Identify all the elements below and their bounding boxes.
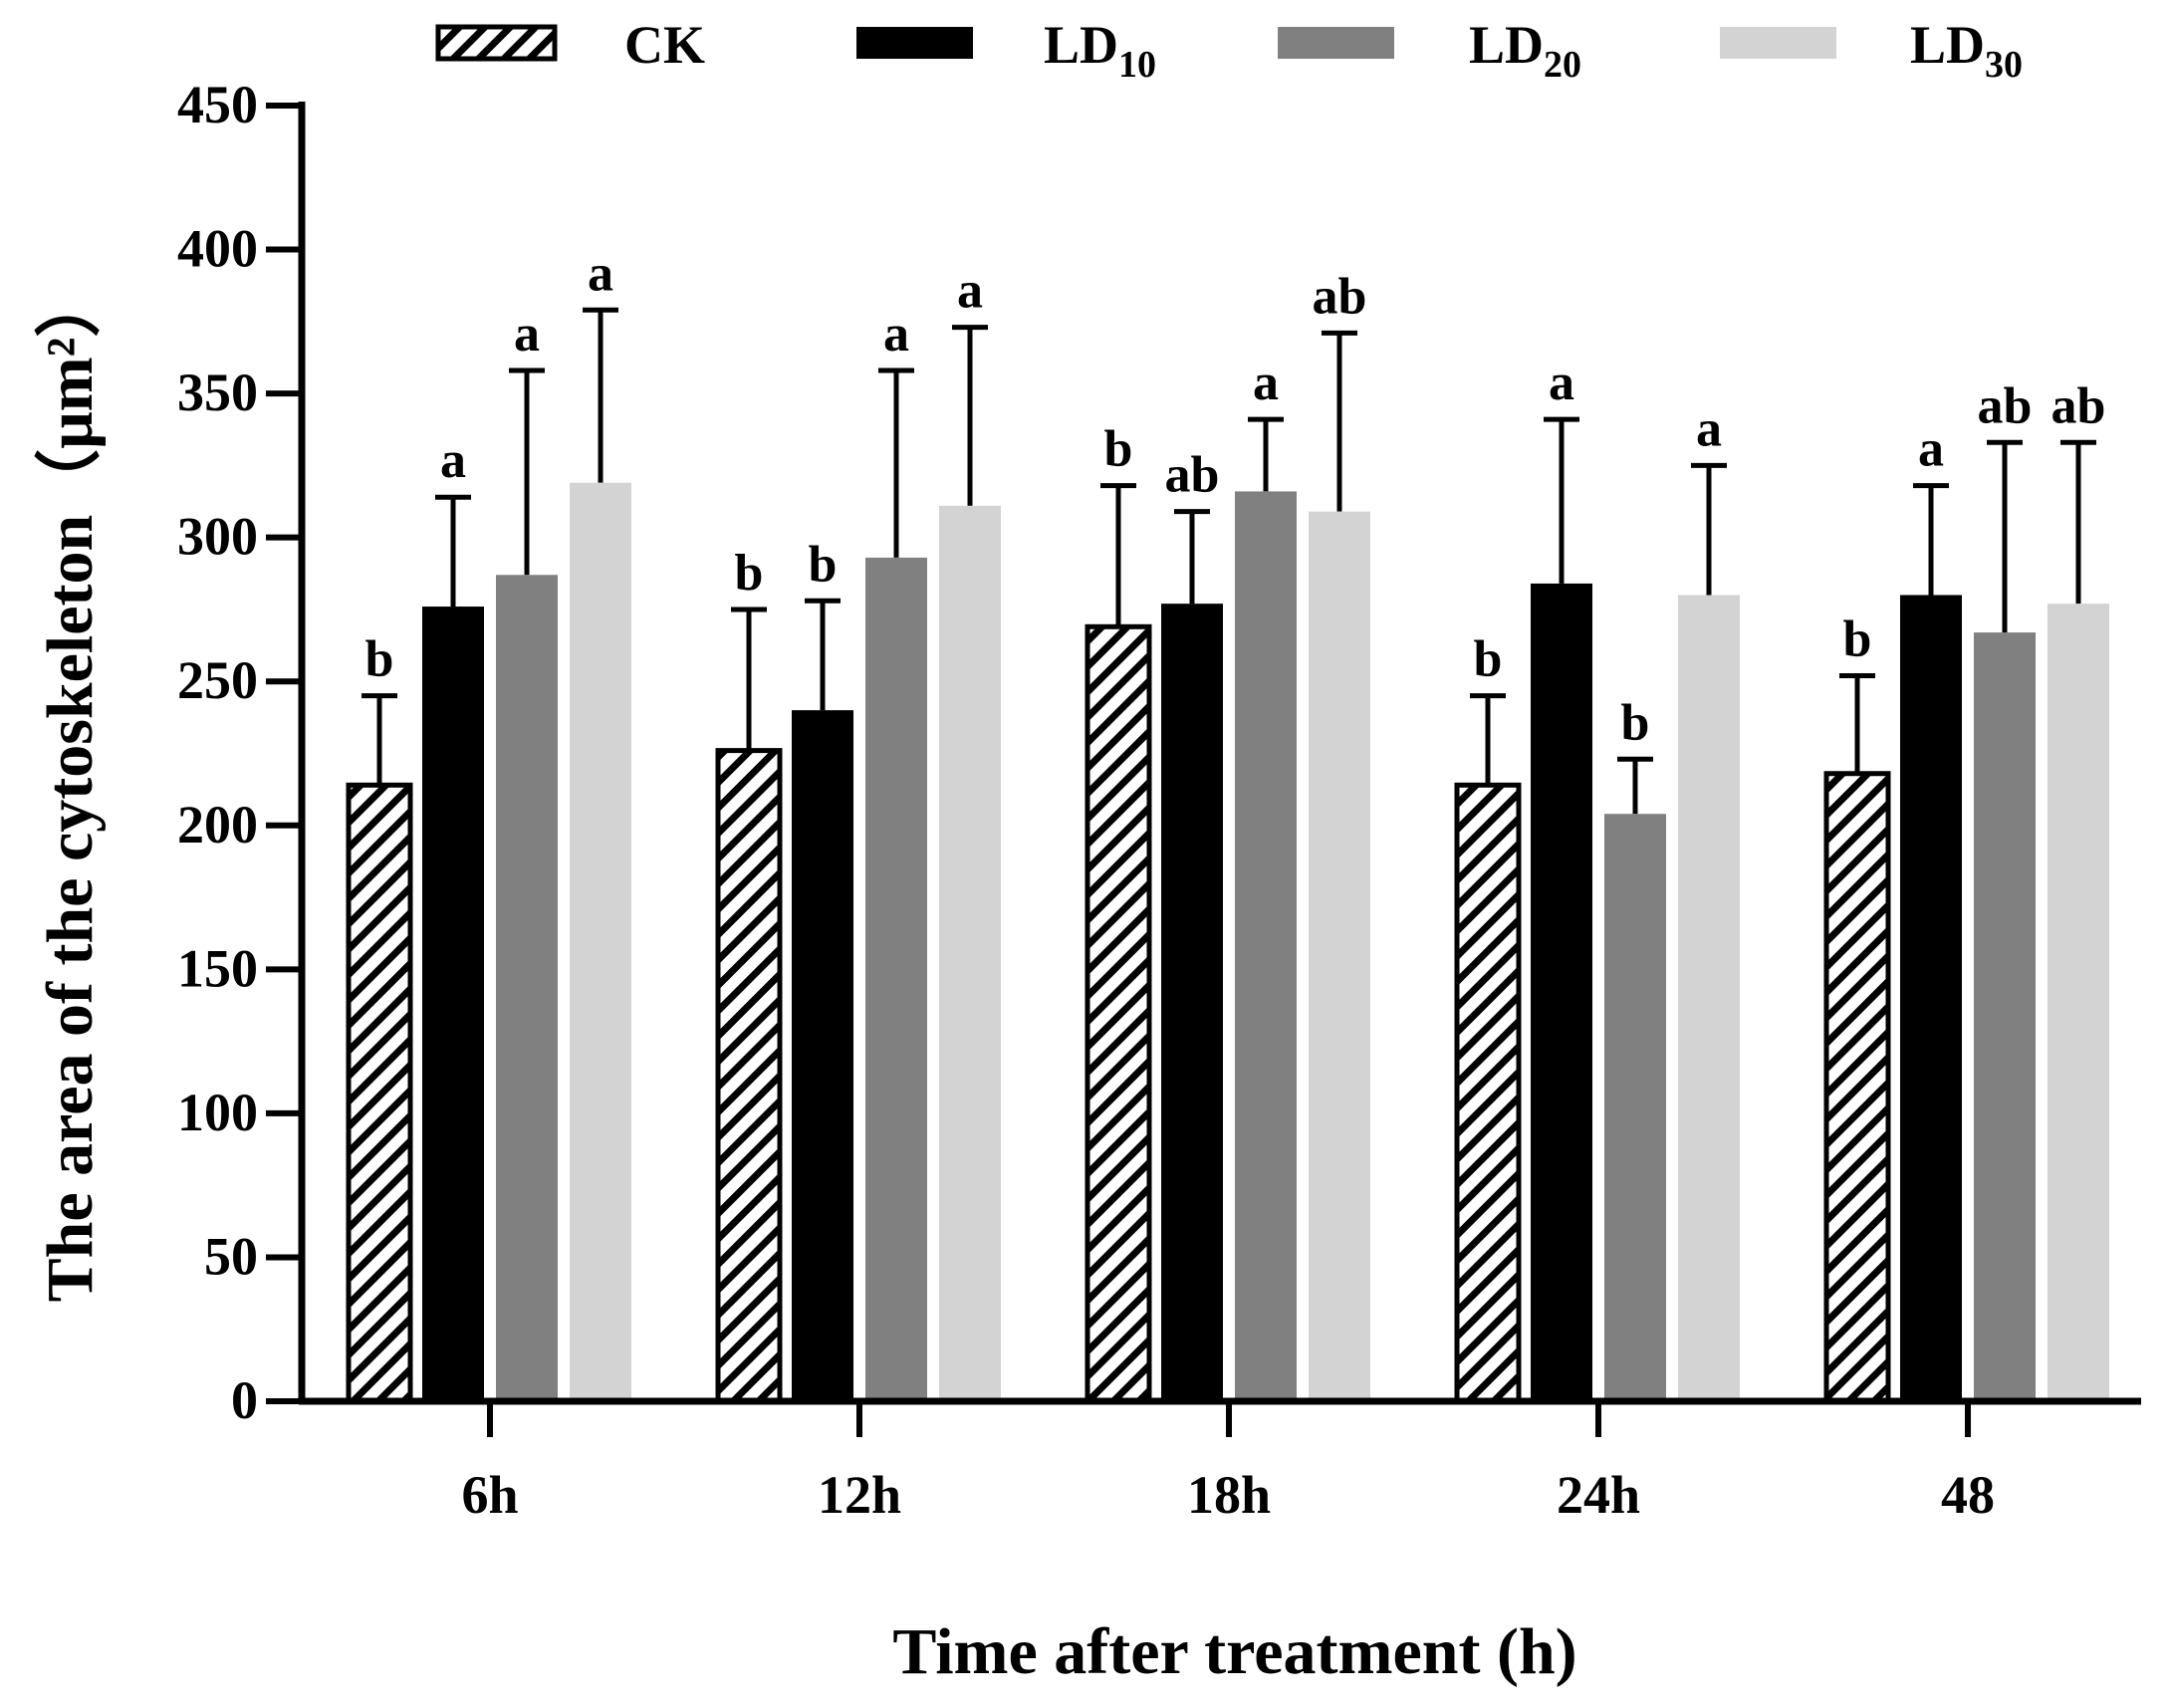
bar-ld10-2 xyxy=(1161,604,1223,1401)
x-axis-title: Time after treatment (h) xyxy=(892,1615,1576,1688)
bar-ck-0 xyxy=(346,782,413,1404)
legend-swatch-ck xyxy=(435,24,558,62)
y-tick-label-0: 0 xyxy=(231,1370,258,1430)
significance-letter-ck-2: b xyxy=(1104,421,1133,478)
bar-ld20-1 xyxy=(865,557,927,1401)
y-axis-title: The area of the cytoskeleton（μm²） xyxy=(33,272,107,1303)
y-tick-label-400: 400 xyxy=(177,219,258,279)
significance-letter-ld20-3: b xyxy=(1621,694,1650,751)
significance-letter-ld30-4: ab xyxy=(2051,377,2106,434)
legend-label-ck: CK xyxy=(624,15,705,75)
bar-ld30-1 xyxy=(939,505,1001,1401)
bar-ld30-4 xyxy=(2048,604,2109,1401)
significance-letter-ck-0: b xyxy=(365,631,394,688)
significance-letter-ld30-2: ab xyxy=(1313,268,1367,325)
bar-ld10-3 xyxy=(1531,583,1592,1401)
legend: CK LD10 LD20 LD30 xyxy=(435,15,2023,86)
x-tick-label-1: 12h xyxy=(818,1465,901,1525)
y-tick-label-350: 350 xyxy=(177,363,258,422)
significance-letter-ck-1: b xyxy=(735,545,764,602)
y-tick-label-450: 450 xyxy=(177,75,258,134)
bar-ld10-0 xyxy=(422,607,484,1401)
legend-swatch-ld30 xyxy=(1720,27,1836,59)
legend-label-ld10: LD10 xyxy=(1044,15,1156,86)
legend-swatch-ld20 xyxy=(1278,27,1394,59)
significance-letter-ld30-1: a xyxy=(957,263,983,320)
significance-letter-ld20-2: a xyxy=(1253,355,1279,411)
significance-letter-ck-4: b xyxy=(1843,610,1872,667)
significance-letter-ld30-3: a xyxy=(1696,400,1722,457)
bar-ld20-0 xyxy=(496,575,558,1401)
bar-ld20-3 xyxy=(1604,814,1666,1401)
y-tick-label-300: 300 xyxy=(177,507,258,567)
y-tick-label-150: 150 xyxy=(177,938,258,998)
y-tick-label-200: 200 xyxy=(177,795,258,854)
bar-ld10-1 xyxy=(792,710,853,1401)
significance-letter-ld10-4: a xyxy=(1918,421,1944,478)
bar-ld10-4 xyxy=(1900,595,1962,1401)
bar-ck-2 xyxy=(1085,623,1152,1404)
x-tick-label-0: 6h xyxy=(461,1465,518,1525)
y-tick-label-100: 100 xyxy=(177,1083,258,1142)
legend-label-ld20: LD20 xyxy=(1469,15,1581,86)
significance-letter-ld10-0: a xyxy=(440,432,466,489)
x-tick-label-3: 24h xyxy=(1557,1465,1640,1525)
bar-ld20-2 xyxy=(1235,491,1297,1401)
bar-ck-1 xyxy=(715,748,783,1404)
bar-ck-4 xyxy=(1823,771,1891,1404)
bar-ld30-0 xyxy=(570,482,631,1401)
significance-letter-ld20-4: ab xyxy=(1978,377,2033,434)
y-tick-label-50: 50 xyxy=(204,1226,258,1286)
bar-ld30-3 xyxy=(1678,595,1740,1401)
significance-letter-ld10-2: ab xyxy=(1165,447,1220,504)
bar-ld20-4 xyxy=(1974,632,2036,1401)
legend-swatch-ld10 xyxy=(856,27,973,59)
y-tick-label-250: 250 xyxy=(177,650,258,710)
legend-label-ld30: LD30 xyxy=(1910,15,2023,86)
significance-letter-ld10-3: a xyxy=(1549,355,1574,411)
significance-letter-ck-3: b xyxy=(1474,631,1503,688)
bar-ck-3 xyxy=(1454,782,1522,1404)
significance-letter-ld20-1: a xyxy=(883,306,909,363)
significance-letter-ld20-0: a xyxy=(514,306,540,363)
significance-letter-ld10-1: b xyxy=(809,536,838,593)
significance-letter-ld30-0: a xyxy=(588,245,613,302)
x-tick-label-2: 18h xyxy=(1187,1465,1271,1525)
x-tick-label-4: 48 xyxy=(1941,1465,1995,1525)
bar-ld30-2 xyxy=(1309,511,1370,1401)
